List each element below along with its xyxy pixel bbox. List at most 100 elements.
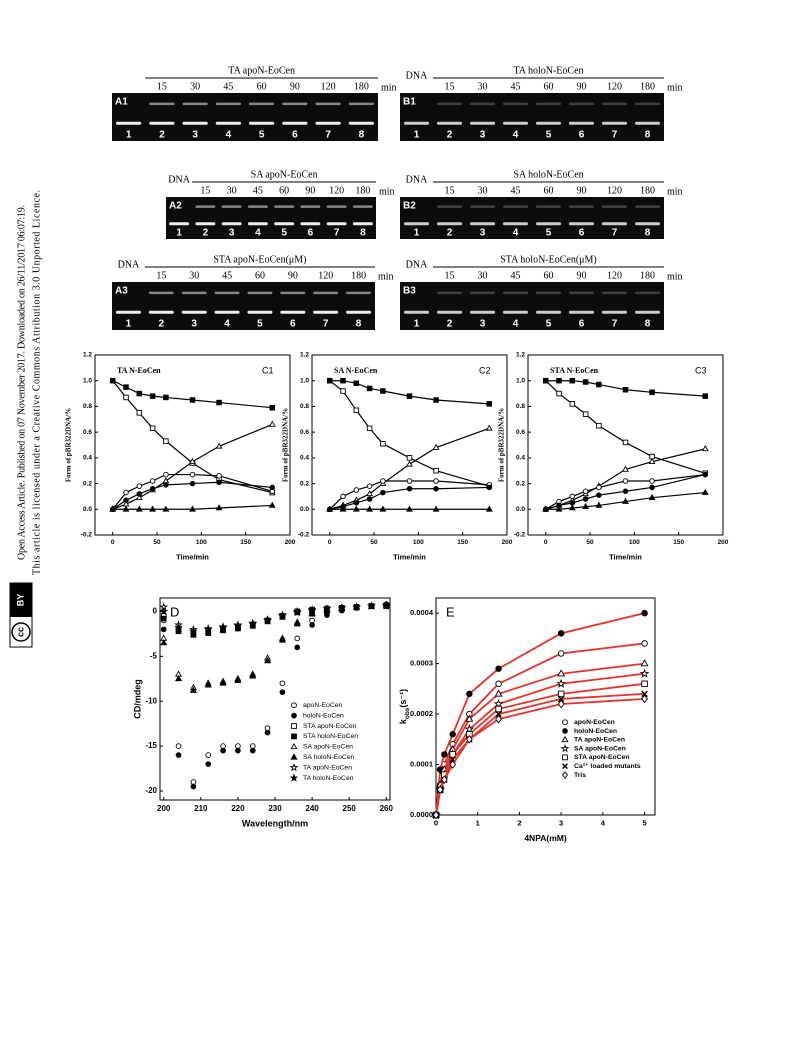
marker: [189, 397, 196, 403]
legend-marker: [289, 773, 299, 782]
y-label-sub: obs: [404, 707, 411, 719]
y-tick-label: 0.2: [83, 480, 92, 487]
marker: [569, 401, 576, 407]
marker: [109, 377, 116, 384]
marker: [649, 478, 655, 484]
legend-marker: [562, 771, 568, 779]
legend-label: TA apoN-EoCen: [574, 737, 625, 744]
marker: [353, 487, 360, 493]
gel-band: [568, 102, 595, 106]
time-label: 90: [577, 185, 587, 196]
time-label: 90: [290, 81, 300, 92]
gel-band: [221, 205, 242, 208]
marker: [163, 438, 169, 444]
marker: [149, 425, 156, 432]
gel-band: [215, 121, 242, 125]
marker: [366, 490, 374, 497]
gel-band: [182, 102, 208, 106]
gel-band: [469, 310, 496, 314]
marker: [294, 635, 301, 642]
time-label: 60: [544, 270, 554, 281]
x-tick-label: 200: [718, 539, 729, 546]
gel-band: [182, 121, 208, 125]
gel-band: [469, 291, 496, 295]
legend-marker: [290, 753, 298, 760]
lane-number: 3: [191, 319, 197, 330]
y-tick-label: 1.2: [516, 352, 525, 359]
x-tick-label: 3: [559, 818, 563, 827]
lane-number: 4: [226, 130, 232, 141]
marker: [160, 615, 167, 622]
time-label: 30: [478, 270, 488, 281]
gel-band: [502, 310, 529, 314]
panel-label: C2: [479, 365, 491, 375]
gel-band: [469, 222, 496, 226]
gel-band: [149, 102, 175, 106]
gel-band: [313, 310, 339, 314]
gel-band: [247, 310, 273, 314]
marker: [215, 442, 223, 449]
gel-band: [247, 222, 268, 226]
lane-number: 7: [612, 130, 618, 141]
marker: [622, 497, 629, 504]
marker: [701, 445, 709, 452]
x-tick-label: 240: [305, 804, 319, 813]
marker: [123, 384, 129, 390]
gel-band: [195, 222, 216, 226]
gel-band: [634, 121, 661, 125]
gel-band: [502, 121, 529, 125]
legend-marker: [562, 728, 568, 734]
lane-number: 1: [126, 319, 132, 330]
time-label: 15: [445, 81, 455, 92]
marker: [353, 407, 360, 414]
gel-band: [568, 291, 595, 295]
gel-band: [300, 205, 321, 208]
x-tick-label: 0: [328, 539, 332, 546]
marker: [163, 482, 169, 488]
marker: [557, 690, 565, 698]
gel-band: [403, 222, 430, 226]
time-label: 120: [321, 81, 336, 92]
legend-label: STA apoN-EoCen: [574, 754, 630, 761]
gel-band: [436, 121, 463, 125]
legend-marker: [562, 719, 568, 726]
gel-title: TA holoN-EoCen: [513, 65, 583, 76]
marker: [326, 377, 333, 384]
marker: [149, 485, 156, 492]
y-tick-label: 0.0002: [410, 709, 433, 718]
marker: [189, 505, 196, 512]
legend-marker: [289, 763, 299, 772]
marker: [190, 783, 197, 790]
time-label: 90: [288, 270, 298, 281]
marker: [278, 636, 286, 643]
gel-band: [436, 205, 463, 208]
lane-number: 6: [290, 319, 296, 330]
lane-number: 7: [334, 228, 340, 239]
y-tick-label: -5: [150, 651, 158, 660]
legend-label: Tris: [574, 772, 586, 779]
marker: [493, 698, 504, 709]
marker: [174, 623, 183, 632]
gel-band: [300, 222, 321, 226]
marker: [582, 496, 589, 502]
time-unit: min: [379, 186, 395, 197]
time-label: 60: [544, 185, 554, 196]
marker: [279, 680, 286, 687]
marker: [649, 484, 655, 491]
marker: [380, 489, 386, 496]
y-tick-label: -20: [145, 786, 157, 795]
marker: [596, 484, 602, 491]
time-label: 120: [607, 270, 622, 281]
marker: [557, 669, 566, 677]
marker: [542, 377, 549, 384]
marker: [432, 810, 440, 820]
marker: [162, 505, 170, 512]
legend-label: SA holoN-EoCen: [303, 754, 355, 761]
y-tick-label: 0.6: [300, 429, 309, 436]
dna-label: DNA: [406, 70, 428, 81]
marker: [556, 377, 562, 384]
series-line: [545, 491, 706, 510]
marker: [449, 760, 457, 769]
lane-number: 4: [513, 319, 519, 330]
gel-band: [195, 205, 216, 208]
